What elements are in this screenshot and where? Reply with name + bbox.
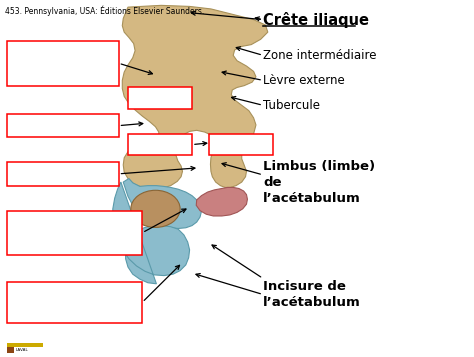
- Bar: [7, 114, 118, 137]
- Bar: [7, 347, 14, 353]
- Polygon shape: [113, 182, 190, 284]
- Polygon shape: [122, 5, 268, 189]
- Bar: [7, 282, 142, 323]
- Bar: [128, 134, 192, 155]
- Text: 453. Pennsylvania, USA: Éditions Elsevier Saunders.: 453. Pennsylvania, USA: Éditions Elsevie…: [5, 5, 204, 16]
- Text: Crête iliaque: Crête iliaque: [263, 12, 369, 27]
- Bar: [128, 87, 192, 109]
- Polygon shape: [123, 178, 201, 228]
- Text: Incisure de
l’acétabulum: Incisure de l’acétabulum: [263, 280, 361, 309]
- Text: Tubercule: Tubercule: [263, 99, 320, 112]
- Text: Zone intermédiaire: Zone intermédiaire: [263, 49, 376, 62]
- Polygon shape: [196, 187, 247, 216]
- Circle shape: [131, 190, 180, 227]
- Bar: [7, 343, 43, 347]
- Text: Limbus (limbe)
de
l’acétabulum: Limbus (limbe) de l’acétabulum: [263, 160, 375, 205]
- Bar: [209, 134, 273, 155]
- Bar: [7, 41, 118, 86]
- Bar: [7, 162, 118, 186]
- Text: Lèvre externe: Lèvre externe: [263, 74, 345, 87]
- Text: LAVAL: LAVAL: [16, 348, 29, 352]
- Bar: [7, 211, 142, 255]
